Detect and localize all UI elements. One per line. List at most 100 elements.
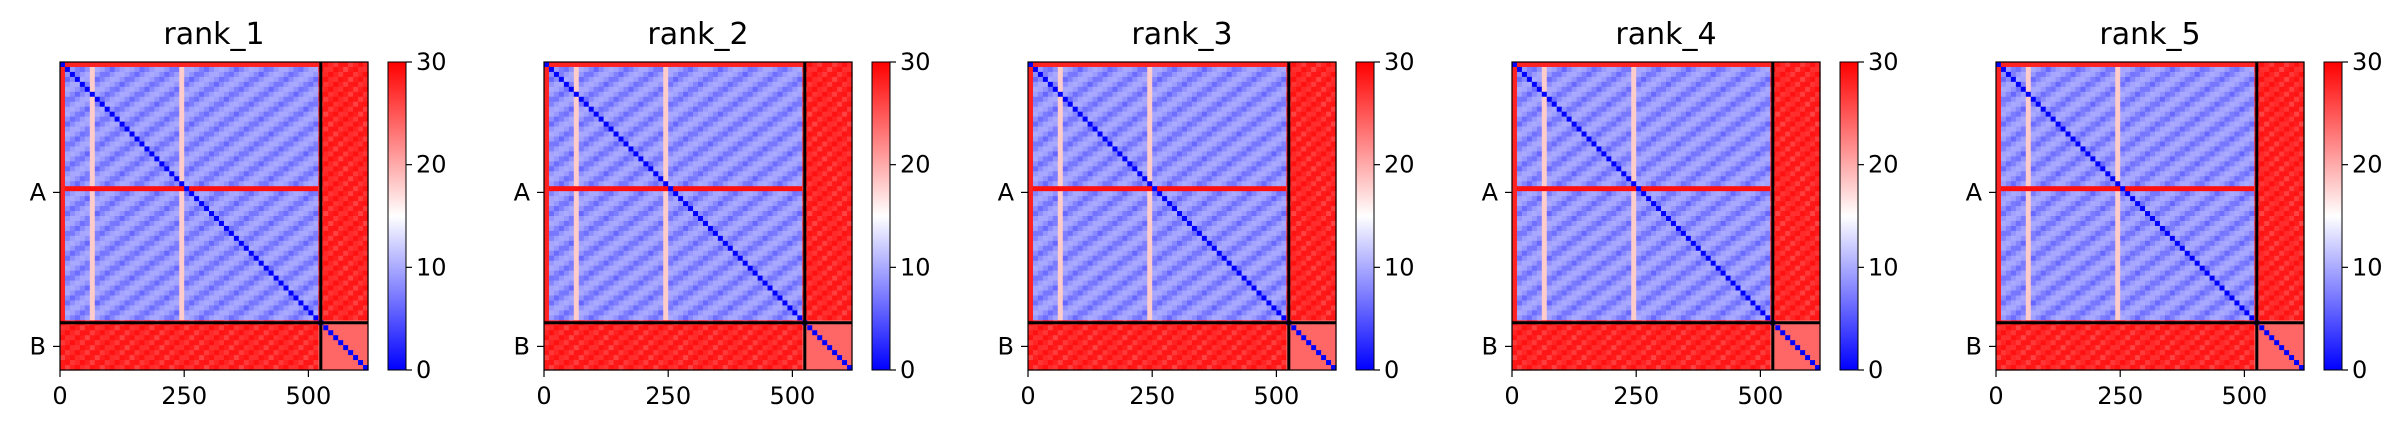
heatmap-cell <box>218 325 225 331</box>
heatmap-cell <box>263 275 270 282</box>
heatmap-cell <box>194 71 200 78</box>
heatmap-cell <box>189 350 195 356</box>
heatmap-cell <box>89 325 96 331</box>
heatmap-cell <box>233 255 240 262</box>
heatmap-cell <box>358 111 364 118</box>
heatmap-cell <box>633 141 639 148</box>
heatmap-cell <box>233 141 240 148</box>
heatmap-cell <box>353 235 359 242</box>
heatmap-cell <box>209 280 215 287</box>
heatmap-cell <box>209 106 215 113</box>
heatmap-cell <box>144 315 151 321</box>
heatmap-cell <box>558 86 565 93</box>
heatmap-cell <box>278 116 285 123</box>
heatmap-cell <box>149 71 155 78</box>
heatmap-cell <box>218 265 225 272</box>
heatmap-cell <box>737 66 744 73</box>
heatmap-cell <box>363 340 369 346</box>
heatmap-cell <box>94 186 101 192</box>
heatmap-cell <box>184 166 190 172</box>
heatmap-cell <box>124 305 131 311</box>
heatmap-cell <box>169 106 175 113</box>
heatmap-cell <box>60 96 66 103</box>
heatmap-cell <box>767 96 774 103</box>
heatmap-cell <box>653 106 659 113</box>
heatmap-cell <box>124 66 131 73</box>
heatmap-cell <box>358 315 364 321</box>
heatmap-cell <box>298 146 305 153</box>
heatmap-cell <box>303 121 309 128</box>
heatmap-cell <box>64 146 71 153</box>
heatmap-cell <box>693 141 699 148</box>
heatmap-cell <box>258 340 265 346</box>
heatmap-cell <box>184 62 190 68</box>
heatmap-cell <box>707 96 714 103</box>
heatmap-cell <box>593 131 600 138</box>
heatmap-cell <box>164 91 170 98</box>
heatmap-cell <box>303 350 309 356</box>
heatmap-cell <box>179 96 185 103</box>
heatmap-cell <box>79 315 86 321</box>
heatmap-cell <box>238 350 245 356</box>
heatmap-cell <box>343 211 349 217</box>
heatmap-cell <box>99 340 106 346</box>
heatmap-cell <box>194 161 200 167</box>
heatmap-cell <box>99 116 106 123</box>
heatmap-cell <box>303 230 309 237</box>
heatmap-cell <box>273 136 280 143</box>
heatmap-cell <box>238 330 245 336</box>
heatmap-cell <box>333 325 339 331</box>
heatmap-cell <box>119 96 126 103</box>
heatmap-cell <box>204 156 210 162</box>
heatmap-cell <box>353 151 359 157</box>
heatmap-cell <box>174 171 180 177</box>
heatmap-cell <box>64 161 71 167</box>
heatmap-cell <box>278 300 285 307</box>
heatmap-cell <box>283 270 290 277</box>
heatmap-cell <box>278 270 285 277</box>
heatmap-cell <box>194 166 200 172</box>
heatmap-cell <box>189 136 195 143</box>
heatmap-cell <box>189 121 195 128</box>
heatmap-cell <box>194 96 200 103</box>
heatmap-cell <box>693 106 699 113</box>
heatmap-cell <box>712 136 719 143</box>
heatmap-cell <box>248 225 255 232</box>
heatmap-cell <box>693 86 699 93</box>
heatmap-cell <box>578 96 585 103</box>
heatmap-cell <box>603 76 610 83</box>
heatmap-cell <box>363 196 369 202</box>
heatmap-cell <box>233 76 240 83</box>
heatmap-cell <box>218 350 225 356</box>
heatmap-cell <box>134 91 141 98</box>
heatmap-cell <box>278 171 285 177</box>
heatmap-cell <box>248 186 255 192</box>
heatmap-cell <box>643 121 649 128</box>
heatmap-cell <box>568 151 575 157</box>
heatmap-cell <box>343 71 349 78</box>
heatmap-cell <box>199 350 205 356</box>
heatmap-cell <box>134 325 141 331</box>
heatmap-cell <box>124 330 131 336</box>
heatmap-cell <box>238 151 245 157</box>
heatmap-cell <box>717 62 724 68</box>
heatmap-cell <box>159 350 165 356</box>
heatmap-cell <box>338 91 344 98</box>
heatmap-cell <box>328 116 334 123</box>
heatmap-cell <box>288 216 295 222</box>
heatmap-cell <box>223 101 230 108</box>
heatmap-cell <box>653 86 659 93</box>
heatmap-cell <box>154 126 160 133</box>
heatmap-cell <box>199 315 205 321</box>
heatmap-cell <box>94 211 101 217</box>
heatmap-cell <box>60 116 66 123</box>
heatmap-cell <box>218 270 225 277</box>
heatmap-cell <box>79 151 86 157</box>
heatmap-cell <box>84 260 91 267</box>
heatmap-cell <box>832 96 838 103</box>
heatmap-cell <box>129 315 136 321</box>
heatmap-cell <box>79 225 86 232</box>
heatmap-cell <box>293 235 300 242</box>
heatmap-cell <box>144 270 151 277</box>
heatmap-cell <box>60 290 66 297</box>
